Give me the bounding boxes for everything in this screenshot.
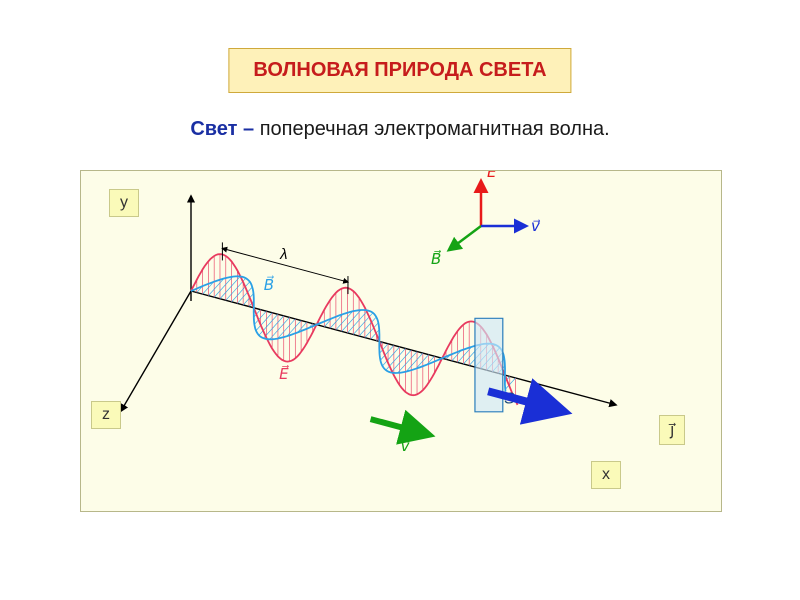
axis-label-z: z (91, 401, 121, 429)
svg-text:B⃗: B⃗ (264, 275, 274, 294)
page-title-box: ВОЛНОВАЯ ПРИРОДА СВЕТА (228, 48, 571, 93)
label-j: j⃗ (659, 415, 685, 445)
wave-diagram: λE⃗B⃗v⃗E⃗B⃗v⃗S y z x j⃗ (80, 170, 722, 512)
subtitle-rest: поперечная электромагнитная волна. (260, 118, 610, 140)
subtitle-light: Свет – (190, 118, 254, 140)
axis-label-x: x (591, 461, 621, 489)
svg-text:E⃗: E⃗ (279, 365, 289, 384)
svg-text:λ: λ (279, 246, 287, 263)
svg-text:E⃗: E⃗ (487, 171, 497, 181)
svg-text:v⃗: v⃗ (401, 438, 411, 455)
axis-label-y: y (109, 189, 139, 217)
wave-svg: λE⃗B⃗v⃗E⃗B⃗v⃗S (81, 171, 721, 511)
page-title: ВОЛНОВАЯ ПРИРОДА СВЕТА (253, 59, 546, 81)
svg-text:B⃗: B⃗ (431, 249, 441, 268)
subtitle: Свет – поперечная электромагнитная волна… (190, 118, 609, 141)
svg-text:v⃗: v⃗ (531, 218, 541, 235)
